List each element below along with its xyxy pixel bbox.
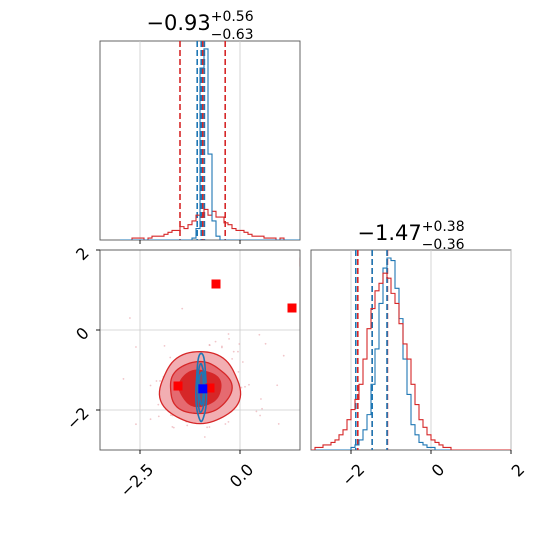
x-tick-label: 0.0	[226, 460, 257, 491]
title-lower-error: −0.36	[422, 237, 465, 253]
scatter-point	[186, 424, 189, 427]
x-tick-label: 2	[508, 460, 529, 481]
scatter-point	[203, 436, 206, 438]
scatter-point	[221, 345, 223, 348]
y-tick-label: 0	[72, 323, 93, 344]
scatter-point	[240, 386, 243, 389]
histogram-blue-param1	[120, 48, 300, 240]
scatter-point	[255, 410, 258, 413]
y-tick-label: 2	[72, 243, 93, 264]
histogram-frame-param1	[99, 40, 301, 241]
scatter-point	[208, 344, 211, 346]
red-square-marker	[205, 383, 215, 393]
scatter-point	[149, 384, 152, 387]
scatter-point	[206, 426, 208, 429]
scatter-point	[122, 378, 125, 380]
scatter-point	[232, 350, 235, 353]
title-lower-error: −0.63	[211, 27, 254, 43]
red-square-marker	[299, 257, 300, 267]
scatter-point	[331, 378, 333, 380]
red-square-marker	[211, 279, 221, 289]
scatter-point	[248, 383, 250, 386]
scatter-point	[157, 403, 160, 406]
scatter-point	[159, 380, 161, 382]
scatter-point	[163, 344, 166, 347]
x-tick-label: 0	[428, 460, 449, 481]
histogram-blue-param2	[311, 257, 511, 450]
scatter-point	[171, 425, 174, 428]
scatter-point	[264, 342, 267, 345]
scatter-point	[261, 407, 263, 410]
scatter-point	[228, 337, 230, 340]
red-square-marker	[287, 303, 297, 313]
blue-contour-level	[196, 362, 206, 414]
scatter-point	[244, 385, 246, 388]
histogram-red-param2	[311, 272, 511, 450]
y-tick-label: −2	[63, 403, 93, 433]
scatter-point	[135, 423, 137, 426]
scatter-point	[172, 426, 175, 429]
scatter-point	[227, 333, 230, 335]
scatter-point	[277, 423, 280, 425]
scatter-point	[276, 384, 279, 387]
x-tick-label: −2.5	[116, 460, 157, 501]
scatter-point	[135, 346, 137, 348]
scatter-point	[227, 420, 230, 423]
scatter-point	[149, 418, 152, 421]
title-upper-error: +0.38	[422, 219, 465, 235]
histogram-panel-param1: −0.93+0.56 −0.63	[99, 9, 301, 244]
red-square-marker	[173, 381, 183, 391]
scatter-point	[259, 414, 261, 417]
scatter-frame	[99, 249, 301, 451]
title-upper-error: +0.56	[211, 9, 254, 25]
scatter-point	[237, 350, 239, 353]
histogram-red-param1	[120, 208, 300, 240]
title-param2: −1.47+0.38 −0.36	[357, 219, 464, 253]
histogram-panel-param2: −2 0 2 −1.47+0.38 −0.36	[310, 219, 529, 490]
title-value: −1.47	[357, 221, 421, 245]
scatter-point	[181, 307, 184, 310]
scatter-point	[214, 340, 217, 343]
title-param1: −0.93+0.56 −0.63	[146, 9, 253, 43]
scatter-contour-panel: −2.5 0.0 2 0 −2	[63, 243, 333, 501]
scatter-point	[260, 398, 262, 400]
x-tick-label: −2	[338, 460, 368, 490]
scatter-point	[208, 426, 211, 428]
scatter-point	[169, 356, 172, 359]
scatter-point	[129, 317, 131, 319]
scatter-point	[282, 354, 285, 357]
blue-square-marker	[198, 384, 208, 394]
scatter-point	[155, 380, 158, 382]
scatter-point	[237, 370, 240, 373]
scatter-point	[157, 415, 160, 418]
blue-contour-level	[195, 352, 208, 423]
scatter-point	[258, 333, 261, 336]
title-value: −0.93	[146, 11, 210, 35]
scatter-point	[231, 357, 234, 360]
scatter-point	[169, 414, 172, 416]
scatter-point	[238, 343, 241, 345]
scatter-point	[224, 423, 227, 425]
scatter-point	[241, 361, 244, 363]
